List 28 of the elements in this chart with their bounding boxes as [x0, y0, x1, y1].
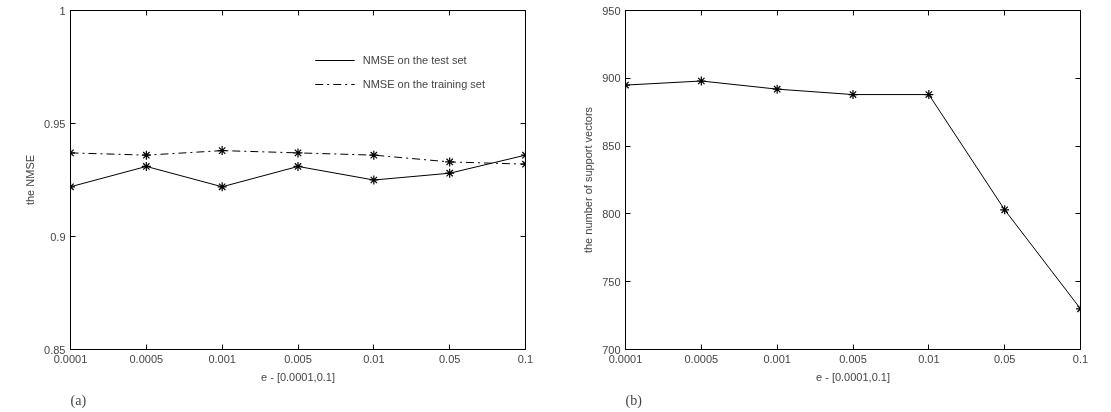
x-axis-title: e - [0.0001,0.1] [816, 370, 890, 383]
y-tick-label: 800 [602, 207, 621, 220]
text: (b) [625, 392, 643, 409]
x-tick-label: 0.005 [284, 352, 312, 365]
x-tick-label: 0.001 [208, 352, 236, 365]
x-tick-label: 0.0005 [684, 352, 719, 365]
x-tick-label: 0.0005 [129, 352, 164, 365]
y-axis-title: the number of support vectors [582, 106, 595, 254]
legend-label: NMSE on the training set [362, 78, 485, 90]
x-tick-label: 0.001 [763, 352, 791, 365]
y-tick-label: 1 [59, 4, 66, 17]
x-tick-label: 0.005 [839, 352, 867, 365]
y-tick-label: 850 [602, 140, 621, 153]
y-tick-label: 950 [602, 4, 621, 17]
legend-label: NMSE on the test set [362, 54, 467, 66]
y-tick-label: 750 [602, 275, 621, 288]
x-tick-label: 0.05 [993, 352, 1016, 365]
y-tick-label: 0.95 [44, 117, 66, 130]
x-tick-label: 0.05 [438, 352, 461, 365]
y-axis-title: the NMSE [24, 154, 37, 206]
text: (a) [70, 392, 87, 409]
x-tick-label: 0.01 [363, 352, 385, 365]
x-tick-label: 0.01 [918, 352, 940, 365]
x-tick-label: 0.1 [1072, 352, 1089, 365]
x-tick-label: 0.1 [517, 352, 534, 365]
y-tick-label: 900 [602, 72, 621, 85]
x-axis-title: e - [0.0001,0.1] [261, 370, 335, 383]
y-tick-label: 0.9 [50, 230, 66, 243]
